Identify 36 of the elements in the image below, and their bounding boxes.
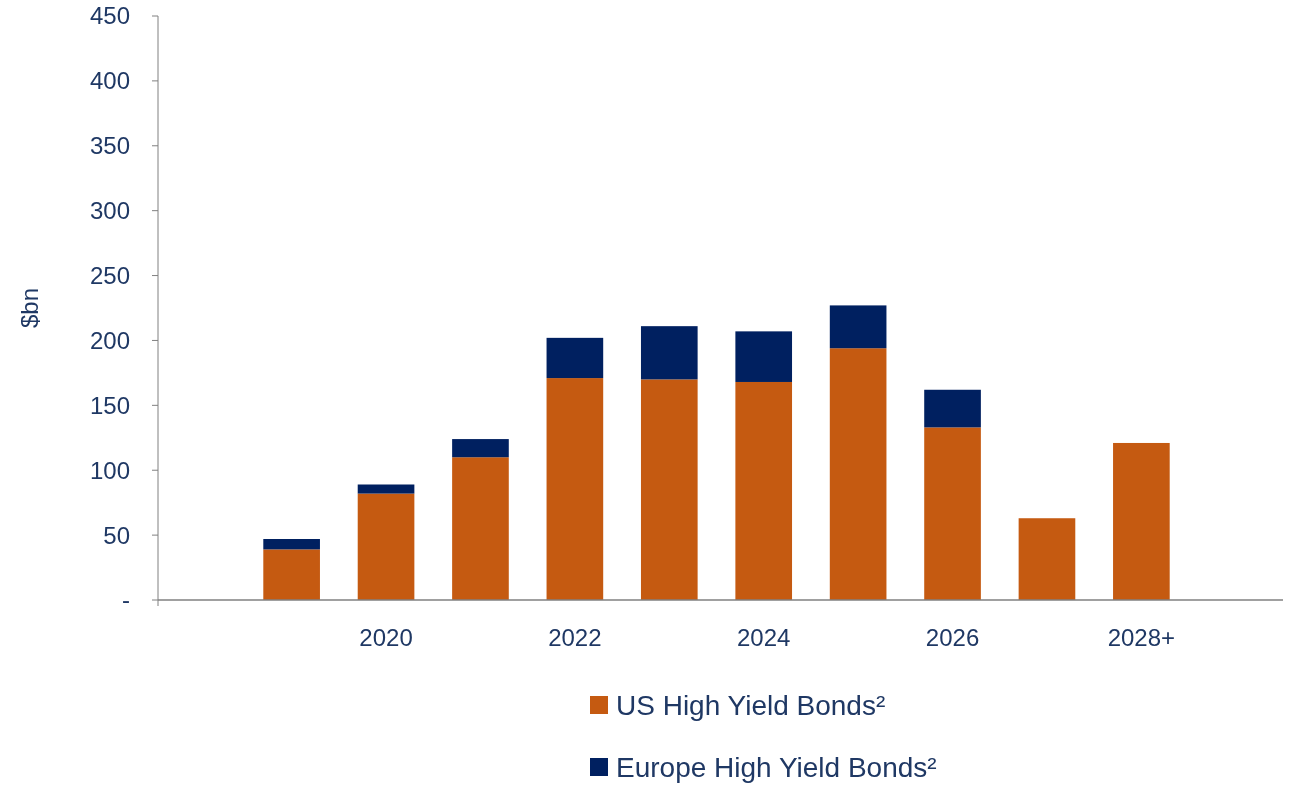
y-tick-label: 350	[89, 132, 130, 160]
bar	[263, 549, 320, 600]
legend-label: US High Yield Bonds²	[616, 689, 886, 721]
bar	[640, 326, 698, 380]
bar	[1113, 442, 1170, 600]
x-tick-label: 2024	[737, 624, 791, 651]
y-tick-label: 300	[89, 197, 130, 225]
bar	[452, 457, 509, 600]
bar	[829, 348, 887, 600]
bar	[357, 493, 415, 600]
y-tick-label: 50	[103, 521, 130, 549]
bar	[263, 539, 320, 550]
x-tick-label: 2020	[359, 624, 413, 651]
y-tick-label: 250	[89, 261, 130, 289]
bar	[924, 389, 981, 428]
bar	[735, 331, 793, 382]
bar	[829, 305, 887, 349]
y-tick-label: 400	[89, 67, 130, 95]
bar	[924, 427, 981, 600]
y-tick-label: 150	[89, 391, 130, 419]
bar	[640, 379, 698, 600]
bar	[357, 484, 415, 494]
y-tick-label: -	[122, 586, 130, 614]
x-tick-label: 2026	[925, 624, 980, 651]
bar	[735, 381, 793, 600]
bar	[546, 337, 604, 379]
legend-label: Europe High Yield Bonds²	[616, 751, 937, 783]
bar	[452, 439, 509, 458]
x-tick-label: 2022	[548, 624, 602, 651]
x-tick-label: 2028+	[1107, 624, 1176, 651]
bar	[1018, 518, 1076, 600]
y-tick-label: 100	[89, 456, 130, 484]
y-tick-label: 450	[89, 2, 130, 30]
y-tick-label: 200	[89, 326, 130, 354]
y-axis-title: $bn	[16, 287, 43, 329]
bar	[546, 378, 604, 600]
